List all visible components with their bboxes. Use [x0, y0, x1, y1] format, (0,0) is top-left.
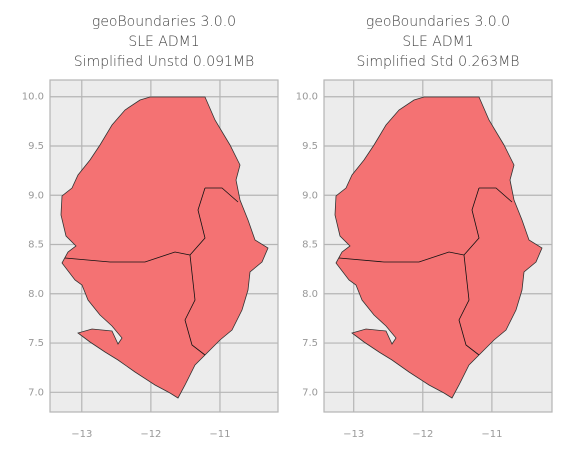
- y-tick-label: 8.5: [28, 240, 44, 251]
- x-tick-label: −11: [209, 429, 230, 440]
- panel-title: geoBoundaries 3.0.0: [92, 14, 236, 30]
- map-panel: geoBoundaries 3.0.0 SLE ADM1 Simplified Un…: [22, 14, 279, 440]
- admin-border: [184, 187, 206, 356]
- admin-border: [64, 251, 191, 263]
- x-tick-label: −13: [343, 429, 364, 440]
- admin-border: [205, 187, 239, 203]
- country-shape: [334, 96, 543, 399]
- x-tick-label: −11: [481, 429, 502, 440]
- x-tick-label: −13: [71, 429, 92, 440]
- panel-title: SLE ADM1: [128, 34, 199, 50]
- admin-border: [479, 187, 513, 203]
- y-tick-label: 10.0: [22, 92, 44, 103]
- y-tick-label: 7.0: [28, 387, 44, 398]
- x-tick-label: −12: [412, 429, 433, 440]
- y-tick-label: 8.0: [302, 289, 318, 300]
- panel-title: geoBoundaries 3.0.0: [366, 14, 510, 30]
- y-tick-label: 8.0: [28, 289, 44, 300]
- y-tick-label: 9.5: [302, 141, 318, 152]
- country: [60, 96, 269, 399]
- y-tick-label: 7.5: [302, 338, 318, 349]
- admin-border: [338, 251, 465, 263]
- plot-frame: [323, 79, 553, 413]
- country: [334, 96, 543, 399]
- y-tick-label: 8.5: [302, 240, 318, 251]
- country-shape: [60, 96, 269, 399]
- map-panel: geoBoundaries 3.0.0 SLE ADM1 Simplified St…: [296, 14, 553, 440]
- y-tick-label: 9.0: [302, 190, 318, 201]
- panel-title: Simplified Unstd 0.091MB: [74, 54, 254, 70]
- y-tick-label: 9.0: [28, 190, 44, 201]
- y-tick-label: 9.5: [28, 141, 44, 152]
- y-tick-label: 7.5: [28, 338, 44, 349]
- admin-border: [458, 187, 480, 356]
- panel-title: Simplified Std 0.263MB: [357, 54, 520, 70]
- x-tick-label: −12: [140, 429, 161, 440]
- panel-title: SLE ADM1: [402, 34, 473, 50]
- plot-frame: [49, 79, 279, 413]
- y-tick-label: 7.0: [302, 387, 318, 398]
- y-tick-label: 10.0: [296, 92, 318, 103]
